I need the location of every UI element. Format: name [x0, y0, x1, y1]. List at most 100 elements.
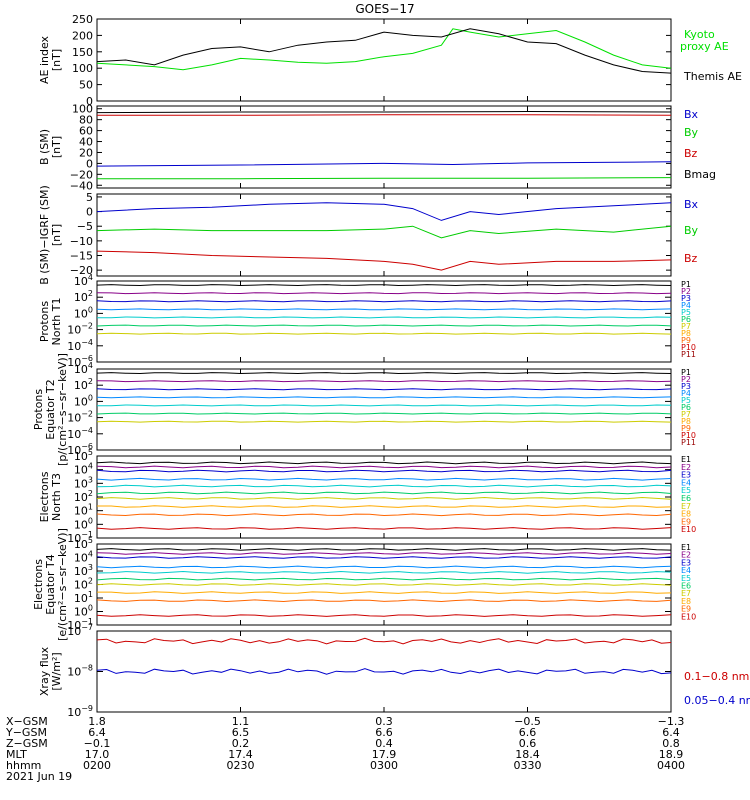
y-tick-label: −5	[77, 220, 93, 233]
y-tick-label: 10−8	[67, 664, 93, 679]
legend-label: P8	[681, 329, 691, 338]
series-line	[96, 491, 672, 495]
orbit-cell: 6.4	[662, 726, 680, 739]
legend-label: Themis AE	[683, 70, 742, 83]
legend-label: Bx	[684, 198, 699, 211]
orbit-cell: 6.6	[375, 726, 393, 739]
series-line	[96, 556, 672, 559]
series-line	[96, 614, 672, 617]
legend-label: Kyoto	[684, 28, 715, 41]
y-tick-label: 10−6	[67, 442, 93, 457]
y-tick-label: 105	[74, 448, 93, 463]
orbit-cell: 1.8	[88, 715, 106, 728]
orbit-cell: 17.0	[85, 748, 110, 761]
series-line	[96, 583, 672, 586]
orbit-cell: 18.9	[659, 748, 684, 761]
y-tick-label: 10−1	[67, 530, 93, 545]
legend-label: E3	[681, 558, 691, 567]
panel-frame	[96, 193, 672, 277]
legend-label: E3	[681, 471, 691, 480]
y-axis-label: ElectronsEquator T4[e/(cm²−s−sr−keV)]	[32, 528, 69, 641]
series-line	[97, 114, 672, 116]
series-line	[96, 308, 672, 311]
legend-label: P10	[681, 343, 696, 352]
orbit-row-label: X−GSM	[6, 715, 48, 728]
orbit-cell: 0400	[657, 759, 685, 772]
legend-label: E2	[681, 551, 691, 560]
orbit-cell: 17.4	[228, 748, 253, 761]
y-tick-label: 100	[74, 393, 93, 408]
orbit-cell: 0.2	[232, 737, 250, 750]
y-tick-label: 105	[74, 536, 93, 551]
y-tick-label: 100	[74, 305, 93, 320]
orbit-cell: 0330	[514, 759, 542, 772]
y-tick-label: 100	[72, 62, 93, 75]
legend-label: E4	[681, 566, 691, 575]
y-tick-label: 10−4	[67, 338, 93, 353]
legend-label: P4	[681, 301, 691, 310]
legend-label: P5	[681, 308, 691, 317]
series-line	[96, 396, 672, 399]
y-tick-label: −10	[70, 235, 93, 248]
orbit-cell: 0.3	[375, 715, 393, 728]
legend-label: E9	[681, 605, 691, 614]
y-axis-label: AE index[nT]	[38, 35, 63, 84]
legend-label: E5	[681, 574, 691, 583]
legend-label: P1	[681, 368, 691, 377]
series-line	[96, 292, 672, 295]
y-tick-label: 40	[79, 136, 93, 149]
series-line	[96, 225, 672, 239]
legend-label: P9	[681, 336, 691, 345]
legend-label: P4	[681, 389, 691, 398]
legend-label: E7	[681, 502, 691, 511]
y-tick-label: 10−6	[67, 354, 93, 369]
y-tick-label: 0	[86, 206, 93, 219]
series-line	[96, 565, 672, 569]
y-tick-label: 104	[74, 550, 93, 565]
y-tick-label: 100	[74, 516, 93, 531]
legend-label: E10	[681, 612, 696, 621]
y-tick-label: 10−1	[67, 617, 93, 632]
legend-label: P11	[681, 350, 696, 359]
orbit-cell: 6.5	[232, 726, 250, 739]
y-tick-label: 102	[74, 377, 93, 392]
y-axis-label: B (SM)−IGRF (SM)[nT]	[38, 185, 63, 285]
y-axis-label: Xray flux[W/m²]	[38, 646, 63, 696]
y-tick-label: 102	[74, 577, 93, 592]
legend-label: P8	[681, 417, 691, 426]
series-line	[96, 412, 672, 415]
orbit-cell: 1.1	[232, 715, 250, 728]
series-line	[96, 388, 672, 391]
y-tick-label: 10−2	[67, 322, 93, 337]
legend-label: P7	[681, 410, 691, 419]
series-line	[96, 527, 672, 530]
orbit-cell: 18.4	[515, 748, 540, 761]
series-line	[96, 110, 672, 114]
legend-label: Bmag	[684, 168, 716, 181]
y-tick-label: −20	[70, 168, 93, 181]
y-axis-label: ProtonsNorth T1	[38, 298, 63, 346]
series-line	[96, 202, 672, 221]
legend-label: E1	[681, 543, 691, 552]
panel-frame	[96, 105, 672, 189]
legend-label: By	[684, 224, 699, 237]
series-line	[96, 420, 672, 423]
orbit-cell: 0.4	[375, 737, 393, 750]
series-line	[96, 250, 672, 271]
legend-label: E4	[681, 478, 691, 487]
series-line	[96, 380, 672, 383]
series-line	[96, 28, 672, 74]
series-line	[96, 570, 672, 574]
legend-label: E1	[681, 455, 691, 464]
legend-label: P1	[681, 280, 691, 289]
series-line	[96, 465, 672, 469]
orbit-cell: 0300	[370, 759, 398, 772]
series-line	[96, 469, 672, 473]
orbit-cell: 0230	[227, 759, 255, 772]
orbit-row-label: Y−GSM	[5, 726, 47, 739]
y-tick-label: −40	[70, 179, 93, 192]
y-tick-label: 80	[79, 114, 93, 127]
